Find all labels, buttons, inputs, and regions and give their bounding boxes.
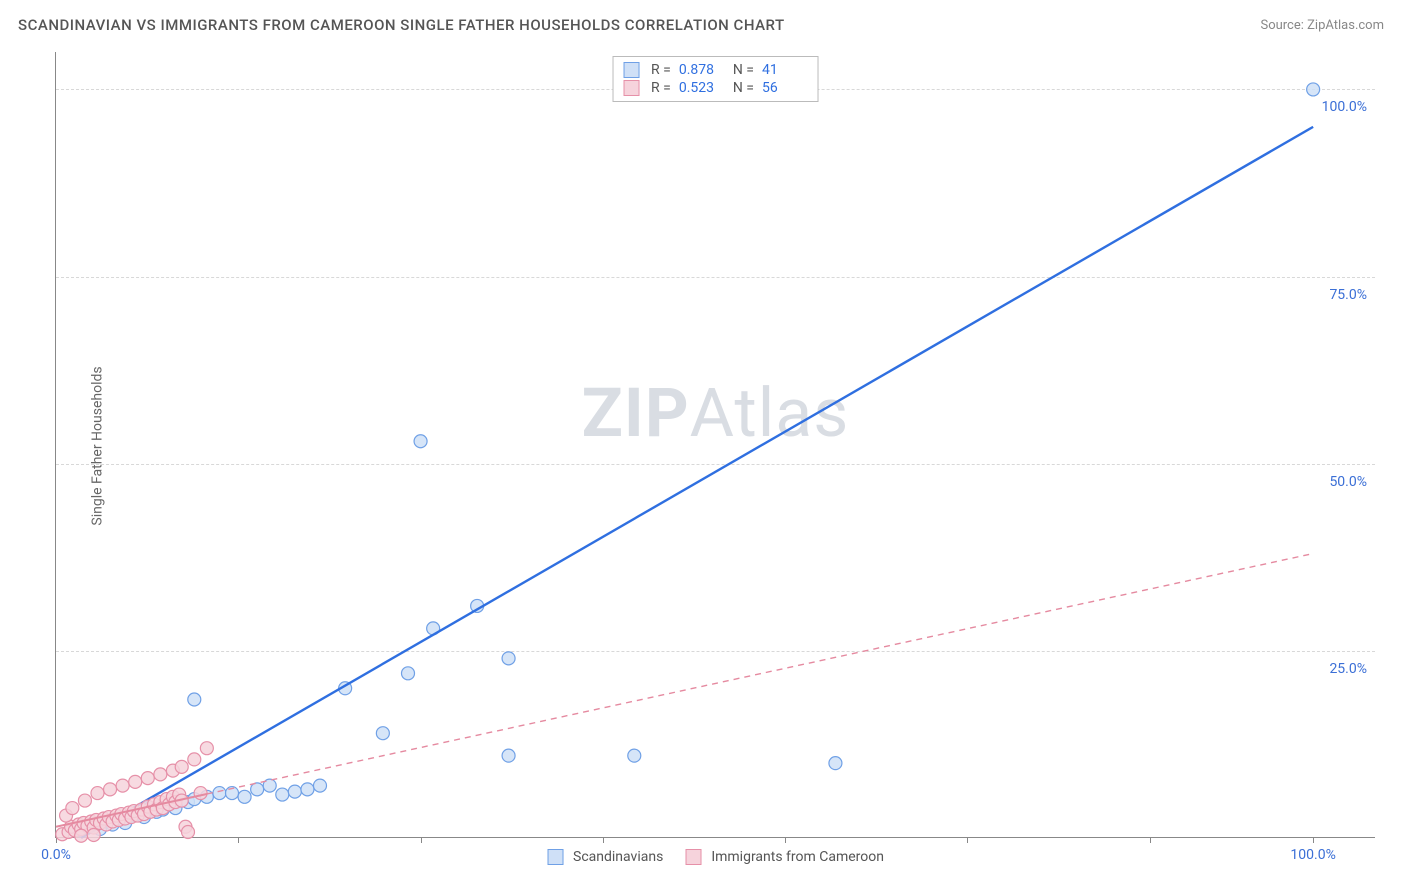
legend-item: Scandinavians bbox=[547, 849, 663, 865]
legend-swatch bbox=[685, 849, 701, 865]
legend-r-label: R = bbox=[651, 62, 671, 78]
data-point bbox=[288, 785, 301, 798]
data-point bbox=[502, 652, 515, 665]
chart-source: Source: ZipAtlas.com bbox=[1260, 18, 1384, 33]
data-point bbox=[402, 667, 415, 680]
legend-item: Immigrants from Cameroon bbox=[685, 849, 884, 865]
legend-n-label: N = bbox=[733, 80, 754, 96]
data-point bbox=[188, 753, 201, 766]
data-point bbox=[129, 775, 142, 788]
legend-n-label: N = bbox=[733, 62, 754, 78]
data-point bbox=[188, 693, 201, 706]
x-tick bbox=[421, 837, 422, 843]
legend-stats: R = 0.878 N = 41 R = 0.523 N = 56 bbox=[612, 56, 819, 102]
legend-series: Scandinavians Immigrants from Cameroon bbox=[547, 849, 884, 865]
trend-line bbox=[81, 127, 1313, 838]
legend-n-value: 41 bbox=[762, 62, 808, 78]
chart-title: SCANDINAVIAN VS IMMIGRANTS FROM CAMEROON… bbox=[18, 16, 785, 34]
data-point bbox=[502, 749, 515, 762]
data-point bbox=[829, 757, 842, 770]
legend-stat-row: R = 0.878 N = 41 bbox=[623, 61, 808, 79]
data-point bbox=[376, 727, 389, 740]
data-point bbox=[194, 787, 207, 800]
x-tick-label: 0.0% bbox=[41, 847, 71, 863]
data-point bbox=[628, 749, 641, 762]
legend-swatch bbox=[623, 80, 639, 96]
plot-area: ZIPAtlas 25.0%50.0%75.0%100.0% 0.0%100.0… bbox=[55, 52, 1375, 838]
legend-swatch bbox=[547, 849, 563, 865]
scatter-plot bbox=[56, 52, 1375, 837]
legend-swatch bbox=[623, 62, 639, 78]
data-point bbox=[78, 794, 91, 807]
data-point bbox=[154, 768, 167, 781]
data-point bbox=[276, 788, 289, 801]
data-point bbox=[141, 772, 154, 785]
chart-container: SCANDINAVIAN VS IMMIGRANTS FROM CAMEROON… bbox=[0, 0, 1406, 892]
data-point bbox=[238, 790, 251, 803]
x-tick bbox=[967, 837, 968, 843]
data-point bbox=[414, 435, 427, 448]
x-tick bbox=[1150, 837, 1151, 843]
data-point bbox=[91, 787, 104, 800]
data-point bbox=[200, 742, 213, 755]
data-point bbox=[66, 802, 79, 815]
data-point bbox=[314, 779, 327, 792]
data-point bbox=[116, 779, 129, 792]
legend-r-value: 0.878 bbox=[679, 62, 725, 78]
data-point bbox=[182, 826, 195, 839]
x-tick bbox=[785, 837, 786, 843]
data-point bbox=[104, 783, 117, 796]
legend-stat-row: R = 0.523 N = 56 bbox=[623, 79, 808, 97]
x-tick bbox=[603, 837, 604, 843]
legend-r-value: 0.523 bbox=[679, 80, 725, 96]
data-point bbox=[75, 829, 88, 842]
data-point bbox=[301, 783, 314, 796]
data-point bbox=[175, 760, 188, 773]
legend-label: Scandinavians bbox=[573, 849, 663, 865]
legend-n-value: 56 bbox=[762, 80, 808, 96]
legend-r-label: R = bbox=[651, 80, 671, 96]
data-point bbox=[1307, 83, 1320, 96]
data-point bbox=[87, 829, 100, 842]
legend-label: Immigrants from Cameroon bbox=[711, 849, 884, 865]
x-tick bbox=[1313, 837, 1314, 843]
data-point bbox=[213, 787, 226, 800]
data-point bbox=[251, 783, 264, 796]
x-tick-label: 100.0% bbox=[1290, 847, 1335, 863]
x-tick bbox=[238, 837, 239, 843]
